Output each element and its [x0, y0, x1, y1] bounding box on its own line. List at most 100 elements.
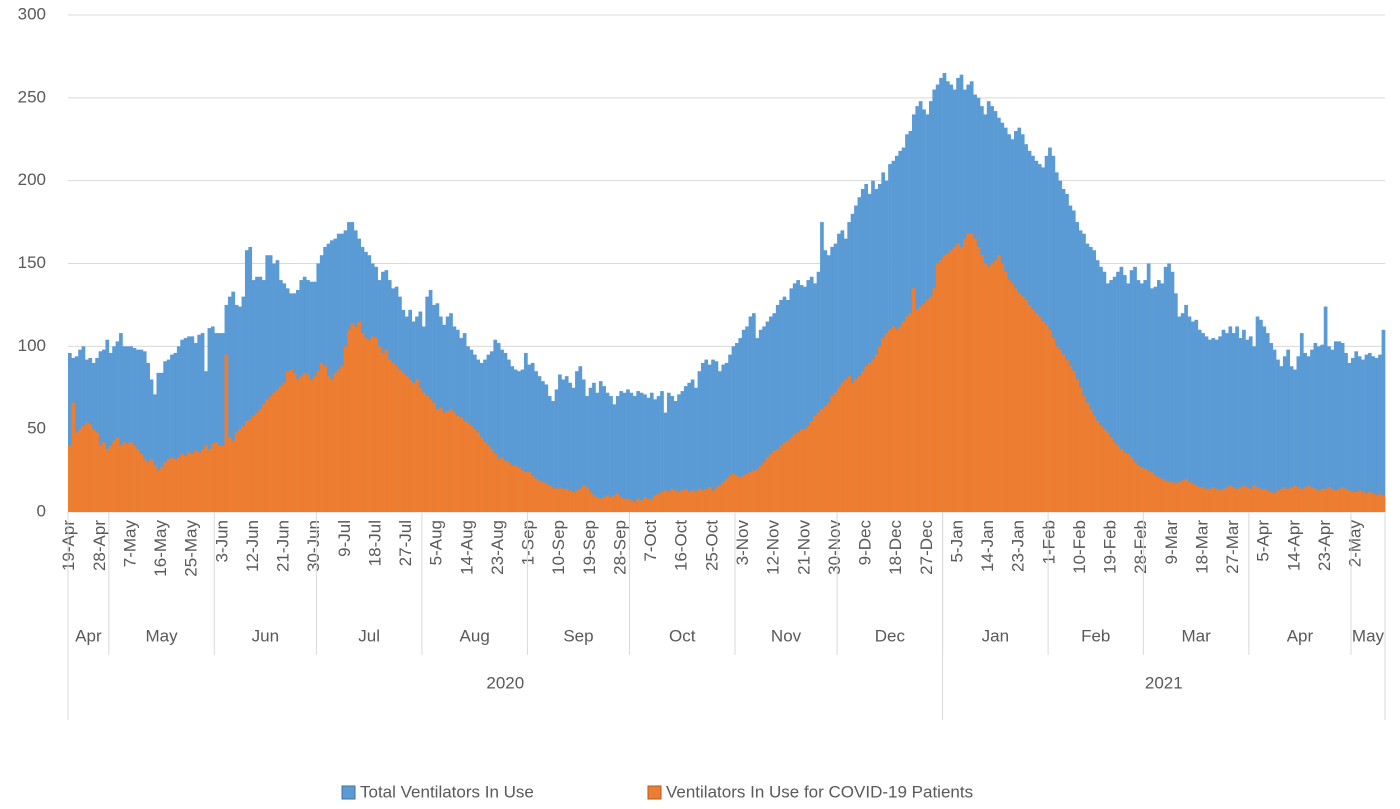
bar [204, 445, 208, 512]
bar [404, 376, 409, 512]
bar [1225, 333, 1229, 512]
bar [796, 280, 800, 512]
bar [1010, 283, 1015, 512]
bar [418, 387, 423, 512]
bar [1082, 233, 1086, 512]
bar [1231, 333, 1236, 512]
bar [309, 379, 314, 512]
bar [721, 482, 726, 512]
bar [1262, 326, 1267, 512]
x-tick-label: 23-Aug [488, 520, 507, 575]
bar [575, 371, 579, 512]
bar [843, 379, 848, 512]
bar [643, 394, 647, 512]
month-label: Mar [1181, 626, 1211, 645]
x-tick-label: 16-May [151, 520, 170, 577]
bar [755, 338, 760, 512]
bar [544, 384, 549, 512]
bar [292, 372, 297, 512]
bar [1095, 420, 1100, 512]
bar [221, 333, 225, 512]
bar [663, 412, 668, 512]
bar [68, 445, 72, 512]
bar [857, 376, 862, 512]
bar [1160, 283, 1165, 512]
month-label: Jun [252, 626, 279, 645]
bar [159, 372, 164, 512]
bar [564, 488, 569, 512]
bar [1276, 359, 1280, 512]
bar [217, 445, 222, 512]
bar [472, 429, 477, 512]
bar [244, 250, 249, 512]
bar [673, 490, 678, 512]
bar [1065, 193, 1069, 513]
bar [1303, 487, 1308, 512]
bar [820, 409, 824, 512]
bar [1381, 329, 1386, 512]
bar [653, 495, 658, 512]
bar [333, 372, 338, 512]
month-label: Feb [1081, 626, 1110, 645]
bar [204, 371, 208, 512]
x-tick-label: 23-Apr [1315, 520, 1334, 571]
bar [176, 457, 181, 512]
month-label: Dec [875, 626, 906, 645]
bar [561, 379, 566, 512]
bar [1357, 490, 1362, 512]
bar [170, 354, 174, 512]
bar [915, 106, 920, 512]
bar [1054, 172, 1059, 512]
bar [592, 495, 596, 512]
bar [193, 450, 198, 512]
bar [806, 425, 811, 512]
bar [612, 495, 617, 512]
bar [1109, 437, 1114, 512]
bar [551, 401, 555, 512]
bar [1238, 487, 1243, 512]
bar [765, 457, 770, 512]
bar [347, 329, 351, 512]
bar [578, 366, 583, 512]
bar [871, 180, 875, 512]
bar [1347, 362, 1352, 512]
bar [826, 255, 831, 512]
bar [1310, 487, 1314, 512]
bar [142, 458, 147, 512]
bar [1201, 333, 1205, 512]
bar [632, 502, 637, 512]
bar [1344, 488, 1348, 512]
bar [769, 316, 773, 512]
bar [779, 299, 783, 512]
bar [112, 440, 116, 512]
month-label: Jan [982, 626, 1009, 645]
bar [1044, 324, 1049, 512]
bar [200, 449, 205, 512]
bar [1262, 488, 1267, 512]
x-tick-label: 5-Jan [947, 520, 966, 563]
bar [1191, 321, 1195, 512]
bar [799, 285, 804, 512]
bar [1054, 346, 1059, 512]
x-tick-label: 7-Oct [641, 520, 660, 562]
bar [510, 465, 515, 512]
bar [735, 343, 739, 512]
bar [1327, 346, 1331, 512]
bar [1139, 283, 1144, 512]
y-tick-label: 0 [37, 501, 46, 520]
bar [884, 333, 889, 512]
bar [840, 382, 845, 512]
bar [1170, 482, 1175, 512]
bar [731, 346, 736, 512]
bar [612, 404, 617, 512]
bar [813, 283, 817, 512]
bar [786, 440, 790, 512]
bar [122, 346, 127, 512]
bar [636, 391, 641, 512]
bar [353, 326, 358, 512]
bar [183, 455, 188, 512]
bar [1218, 336, 1222, 512]
bar [697, 371, 702, 512]
bar [547, 485, 552, 512]
bar [789, 288, 794, 512]
